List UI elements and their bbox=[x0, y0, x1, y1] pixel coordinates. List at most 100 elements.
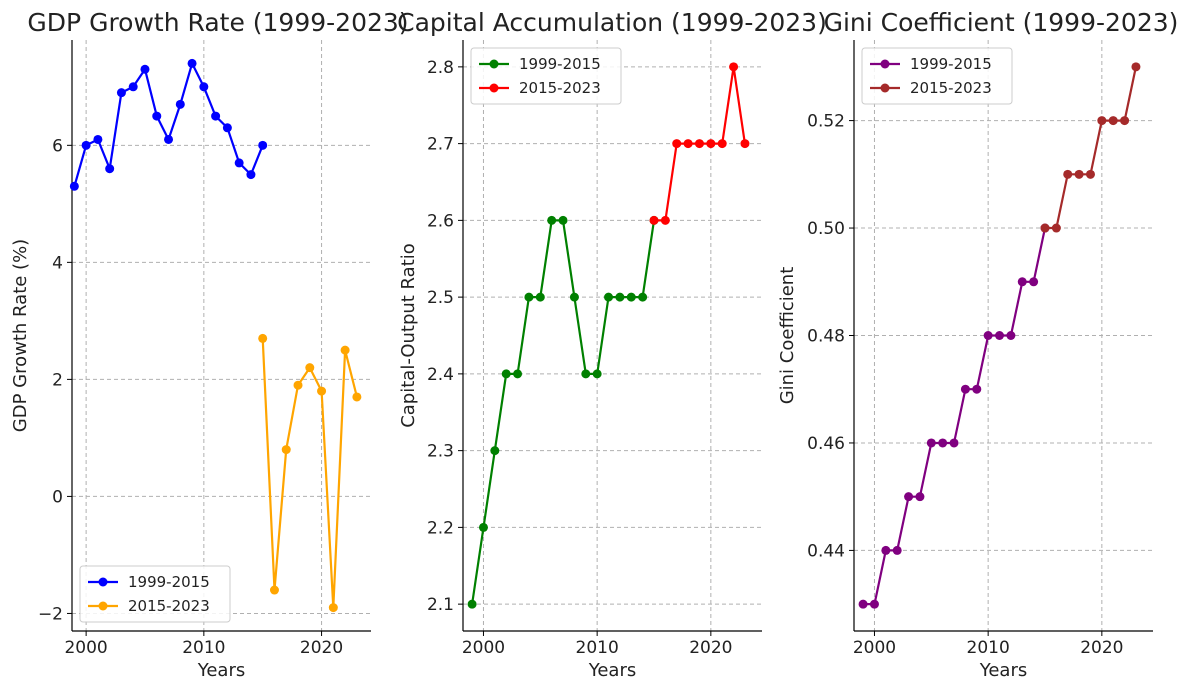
data-point bbox=[638, 292, 648, 302]
series-line-1999-2015 bbox=[471, 219, 656, 605]
y-tick-label: 0.50 bbox=[807, 219, 845, 239]
data-point bbox=[1063, 169, 1073, 179]
data-point bbox=[293, 380, 303, 390]
y-tick-label: 2.5 bbox=[427, 288, 454, 308]
data-point bbox=[340, 345, 350, 355]
data-point bbox=[581, 369, 591, 379]
data-point bbox=[960, 384, 970, 394]
data-point bbox=[558, 215, 568, 225]
data-point bbox=[175, 99, 185, 109]
data-point bbox=[740, 139, 750, 149]
y-tick-label: 0 bbox=[52, 487, 63, 507]
y-tick-label: 2.6 bbox=[427, 211, 454, 231]
legend-label: 2015-2023 bbox=[910, 79, 992, 97]
legend-marker bbox=[98, 577, 108, 587]
data-point bbox=[972, 384, 982, 394]
chart-title: Gini Coefficient (1999-2023) bbox=[824, 8, 1179, 37]
data-point bbox=[858, 599, 868, 609]
data-point bbox=[81, 140, 91, 150]
y-tick-label: 0.48 bbox=[807, 327, 845, 347]
legend-marker bbox=[489, 59, 499, 69]
x-tick-label: 2000 bbox=[64, 638, 107, 658]
data-point bbox=[949, 438, 959, 448]
data-point bbox=[140, 64, 150, 74]
legend: 1999-2015 2015-2023 bbox=[470, 47, 622, 105]
data-point bbox=[69, 181, 79, 191]
gini-coefficient-chart: 2000 2010 2020 0.44 0.46 0.48 0.50 0.52 1999-201… bbox=[777, 8, 1178, 681]
x-tick-label: 2020 bbox=[1080, 638, 1123, 658]
y-tick-label: 4 bbox=[52, 253, 63, 273]
x-tick-label: 2010 bbox=[576, 638, 619, 658]
data-point bbox=[1085, 169, 1095, 179]
y-tick-label: 0.44 bbox=[807, 541, 845, 561]
y-tick-label: 2.7 bbox=[427, 135, 454, 155]
chart-title: Capital Accumulation (1999-2023) bbox=[397, 8, 827, 37]
data-point bbox=[1131, 62, 1141, 72]
y-tick-label: 6 bbox=[52, 136, 63, 156]
data-point bbox=[904, 492, 914, 502]
data-point bbox=[258, 140, 268, 150]
x-tick-label: 2010 bbox=[967, 638, 1010, 658]
x-tick-label: 2000 bbox=[853, 638, 896, 658]
series-line-2015-2023 bbox=[1045, 66, 1137, 230]
data-point bbox=[513, 369, 523, 379]
y-axis-label: GDP Growth Rate (%) bbox=[10, 239, 31, 432]
data-point bbox=[199, 82, 209, 92]
legend-box bbox=[861, 47, 1013, 105]
data-point bbox=[246, 170, 256, 180]
legend-label: 1999-2015 bbox=[519, 55, 601, 73]
data-point bbox=[915, 492, 925, 502]
data-point bbox=[717, 139, 727, 149]
legend-marker bbox=[880, 59, 890, 69]
y-tick-label: 2.3 bbox=[427, 442, 454, 462]
data-point bbox=[1029, 277, 1039, 287]
y-tick-label: 2 bbox=[52, 370, 63, 390]
x-axis-label: Years bbox=[588, 660, 637, 681]
data-point bbox=[892, 545, 902, 555]
data-point bbox=[660, 215, 670, 225]
data-point bbox=[164, 134, 174, 144]
data-point bbox=[547, 215, 557, 225]
data-point bbox=[535, 292, 545, 302]
data-point bbox=[649, 215, 659, 225]
data-point bbox=[1074, 169, 1084, 179]
legend-label: 1999-2015 bbox=[910, 55, 992, 73]
data-point bbox=[524, 292, 534, 302]
x-tick-label: 2010 bbox=[182, 638, 225, 658]
series-line-1999-2015 bbox=[863, 227, 1047, 606]
data-point bbox=[269, 585, 279, 595]
y-tick-label: 2.8 bbox=[427, 58, 454, 78]
legend-marker bbox=[98, 601, 108, 611]
series-line-2015-2023 bbox=[261, 338, 358, 609]
x-axis-label: Years bbox=[979, 660, 1028, 681]
data-point bbox=[938, 438, 948, 448]
y-axis-label: Capital-Output Ratio bbox=[398, 243, 419, 428]
chart-title: GDP Growth Rate (1999-2023) bbox=[27, 8, 408, 37]
data-point bbox=[1017, 277, 1027, 287]
data-point bbox=[211, 111, 221, 121]
legend-box bbox=[79, 565, 231, 623]
series-line-1999-2015 bbox=[73, 62, 264, 187]
data-point bbox=[317, 386, 327, 396]
legend-marker bbox=[880, 83, 890, 93]
data-point bbox=[128, 82, 138, 92]
legend-label: 2015-2023 bbox=[519, 79, 601, 97]
legend: 1999-2015 2015-2023 bbox=[861, 47, 1013, 105]
data-point bbox=[694, 139, 704, 149]
y-tick-label: 2.1 bbox=[427, 595, 454, 615]
x-tick-label: 2000 bbox=[462, 638, 505, 658]
data-point bbox=[881, 545, 891, 555]
data-point bbox=[683, 139, 693, 149]
data-point bbox=[983, 331, 993, 340]
legend-label: 2015-2023 bbox=[128, 597, 210, 615]
y-axis-label: Gini Coefficient bbox=[777, 267, 798, 405]
x-tick-label: 2020 bbox=[300, 638, 343, 658]
data-point bbox=[116, 88, 126, 98]
data-point bbox=[1108, 116, 1118, 126]
data-point bbox=[328, 603, 338, 613]
data-point bbox=[604, 292, 614, 302]
data-point bbox=[1097, 116, 1107, 126]
data-point bbox=[187, 58, 197, 68]
capital-accumulation-chart: 2000 2010 2020 2.1 2.2 2.3 2.4 2.5 2.6 2.7 2.8 1999… bbox=[397, 8, 827, 681]
data-point bbox=[152, 111, 162, 121]
